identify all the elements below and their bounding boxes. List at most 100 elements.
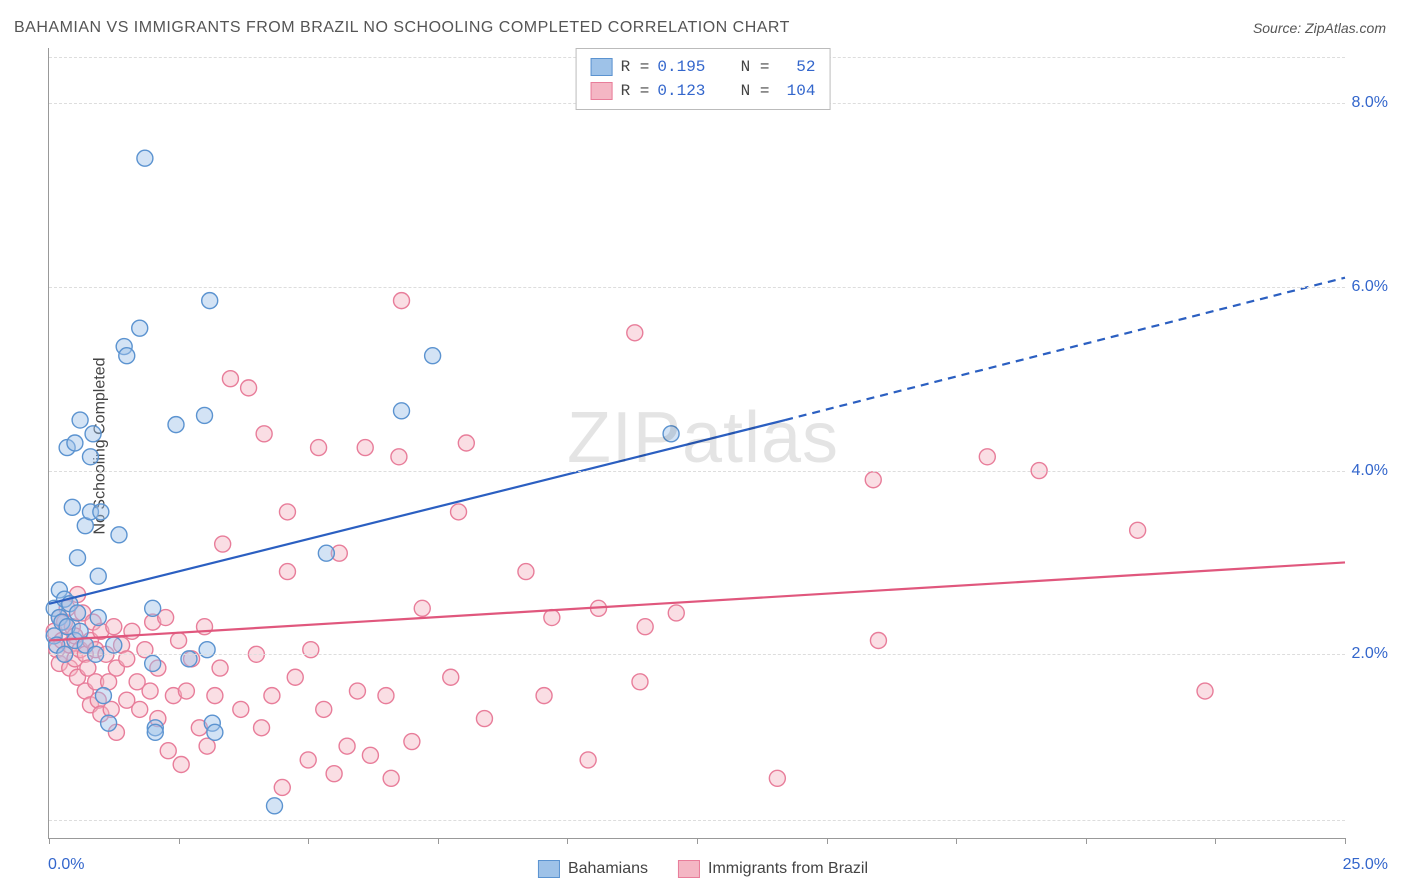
scatter-point	[404, 734, 420, 750]
scatter-point	[279, 504, 295, 520]
scatter-point	[394, 403, 410, 419]
x-tick	[179, 838, 180, 844]
scatter-point	[378, 688, 394, 704]
scatter-point	[316, 701, 332, 717]
scatter-point	[106, 637, 122, 653]
legend-swatch	[591, 82, 613, 100]
scatter-point	[326, 766, 342, 782]
regression-extrapolation	[785, 278, 1345, 420]
scatter-point	[132, 320, 148, 336]
scatter-point	[443, 669, 459, 685]
x-tick	[1215, 838, 1216, 844]
scatter-point	[339, 738, 355, 754]
regression-line	[49, 562, 1345, 640]
scatter-point	[199, 642, 215, 658]
legend-swatch	[538, 860, 560, 878]
scatter-svg	[49, 48, 1345, 838]
scatter-point	[865, 472, 881, 488]
legend-swatch	[591, 58, 613, 76]
scatter-point	[70, 605, 86, 621]
x-tick	[697, 838, 698, 844]
scatter-point	[181, 651, 197, 667]
scatter-point	[264, 688, 280, 704]
scatter-point	[90, 568, 106, 584]
scatter-point	[362, 747, 378, 763]
scatter-point	[769, 770, 785, 786]
scatter-point	[145, 600, 161, 616]
scatter-point	[425, 348, 441, 364]
scatter-point	[160, 743, 176, 759]
grid-line	[49, 287, 1345, 288]
regression-line	[49, 420, 785, 604]
plot-area	[48, 48, 1345, 839]
scatter-point	[274, 779, 290, 795]
scatter-point	[119, 348, 135, 364]
scatter-point	[1130, 522, 1146, 538]
scatter-point	[349, 683, 365, 699]
scatter-point	[82, 449, 98, 465]
scatter-point	[142, 683, 158, 699]
scatter-point	[287, 669, 303, 685]
series-legend: Bahamians Immigrants from Brazil	[538, 860, 868, 878]
scatter-point	[111, 527, 127, 543]
scatter-point	[668, 605, 684, 621]
x-axis-max-label: 25.0%	[1343, 856, 1388, 874]
scatter-point	[202, 293, 218, 309]
scatter-point	[1197, 683, 1213, 699]
scatter-point	[518, 564, 534, 580]
scatter-point	[637, 619, 653, 635]
scatter-point	[627, 325, 643, 341]
scatter-point	[207, 688, 223, 704]
scatter-point	[72, 412, 88, 428]
scatter-point	[67, 435, 83, 451]
x-tick	[438, 838, 439, 844]
scatter-point	[580, 752, 596, 768]
scatter-point	[536, 688, 552, 704]
scatter-point	[233, 701, 249, 717]
scatter-point	[95, 688, 111, 704]
scatter-point	[476, 711, 492, 727]
x-tick	[1345, 838, 1346, 844]
scatter-point	[451, 504, 467, 520]
scatter-point	[254, 720, 270, 736]
scatter-point	[173, 757, 189, 773]
scatter-point	[267, 798, 283, 814]
scatter-point	[663, 426, 679, 442]
scatter-point	[300, 752, 316, 768]
chart-title: BAHAMIAN VS IMMIGRANTS FROM BRAZIL NO SC…	[14, 19, 790, 37]
scatter-point	[132, 701, 148, 717]
x-axis-origin-label: 0.0%	[48, 856, 84, 874]
x-tick	[49, 838, 50, 844]
scatter-point	[256, 426, 272, 442]
scatter-point	[178, 683, 194, 699]
scatter-point	[222, 371, 238, 387]
scatter-point	[137, 150, 153, 166]
grid-line	[49, 820, 1345, 821]
scatter-point	[90, 610, 106, 626]
scatter-point	[544, 610, 560, 626]
scatter-point	[197, 407, 213, 423]
scatter-point	[119, 651, 135, 667]
scatter-point	[391, 449, 407, 465]
scatter-point	[64, 499, 80, 515]
scatter-point	[279, 564, 295, 580]
scatter-point	[632, 674, 648, 690]
scatter-point	[318, 545, 334, 561]
scatter-point	[101, 715, 117, 731]
scatter-point	[145, 655, 161, 671]
scatter-point	[870, 633, 886, 649]
scatter-point	[85, 426, 101, 442]
scatter-point	[303, 642, 319, 658]
legend-item: Bahamians	[538, 860, 648, 878]
scatter-point	[212, 660, 228, 676]
x-tick	[1086, 838, 1087, 844]
stats-row: R =0.123 N =104	[591, 79, 816, 103]
scatter-point	[93, 504, 109, 520]
scatter-point	[383, 770, 399, 786]
scatter-point	[979, 449, 995, 465]
scatter-point	[168, 417, 184, 433]
chart-header: BAHAMIAN VS IMMIGRANTS FROM BRAZIL NO SC…	[0, 0, 1406, 48]
y-tick-label: 4.0%	[1352, 462, 1388, 480]
legend-label: Immigrants from Brazil	[708, 860, 868, 878]
x-tick	[308, 838, 309, 844]
